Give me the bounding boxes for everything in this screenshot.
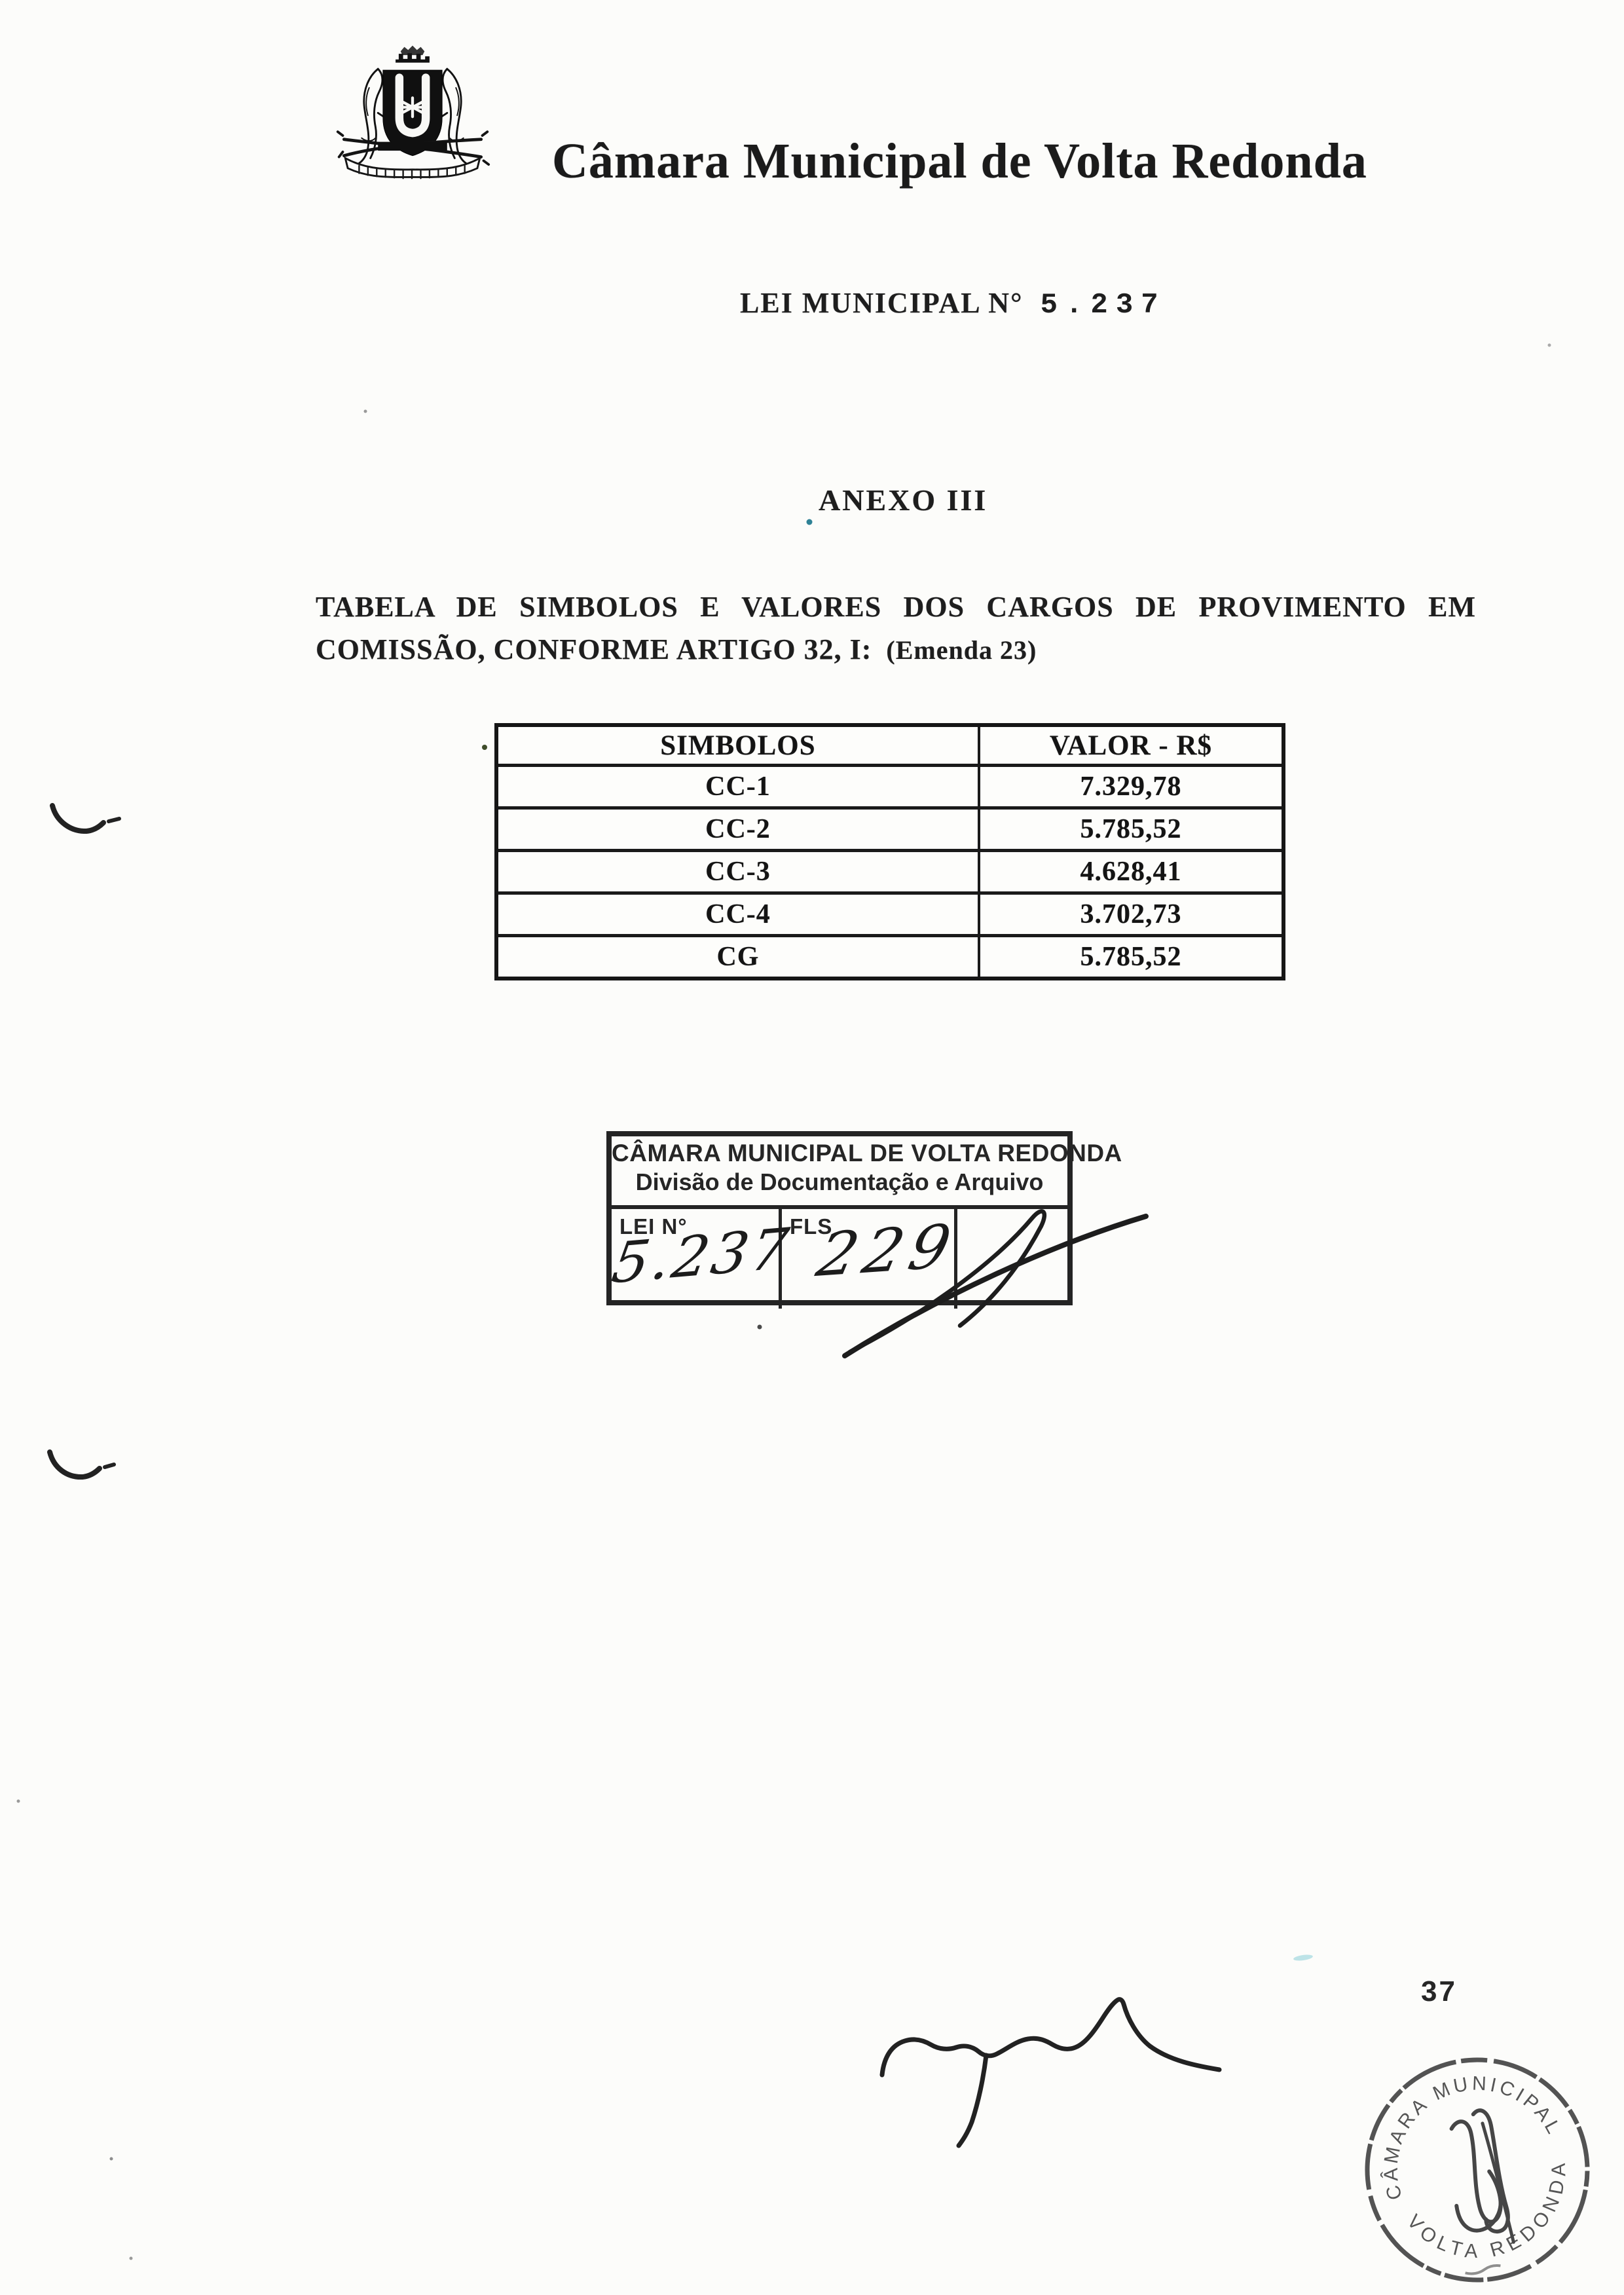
law-number: 5.237 <box>1040 289 1166 322</box>
crest-u-symbol <box>395 73 430 138</box>
table-row-symbol: CC-3 <box>498 849 978 891</box>
law-label: LEI MUNICIPAL N° <box>740 287 1024 319</box>
svg-text:CÂMARA MUNICIPAL: CÂMARA MUNICIPAL <box>1351 2043 1567 2205</box>
table-header-simbolos: SIMBOLOS <box>660 730 816 761</box>
signature-flourish <box>879 1997 1222 2148</box>
crest-base <box>378 141 447 151</box>
round-stamp-bottom-scribble <box>1465 2264 1501 2275</box>
table-row-symbol: CC-2 <box>498 806 978 849</box>
paragraph-line-2-text: COMISSÃO, CONFORME ARTIGO 32, I: <box>316 633 872 665</box>
table-row-value: 7.329,78 <box>977 764 1282 806</box>
scan-speck <box>757 1324 762 1330</box>
table-row-symbol: CC-4 <box>498 891 978 934</box>
paragraph-line-2: COMISSÃO, CONFORME ARTIGO 32, I: (Emenda… <box>316 633 1476 666</box>
stamp-lei-cell: LEI N° 5.237 <box>608 1209 796 1309</box>
stamp-lei-label: LEI N° <box>619 1214 688 1239</box>
emenda-note: (Emenda 23) <box>886 635 1037 665</box>
archive-stamp: CÂMARA MUNICIPAL DE VOLTA REDONDA Divisã… <box>606 1131 1122 1309</box>
scan-speck <box>109 2157 113 2161</box>
crest-ribbon-text <box>358 164 466 179</box>
scan-speck <box>1293 1954 1313 1961</box>
stamp-org-line: CÂMARA MUNICIPAL DE VOLTA REDONDA <box>612 1140 1122 1166</box>
crest-starburst <box>399 96 426 119</box>
svg-text:VOLTA REDONDA: VOLTA REDONDA <box>1400 2151 1596 2290</box>
table-row-value: 5.785,52 <box>977 806 1282 849</box>
table-header-valor: VALOR - R$ <box>977 727 1282 764</box>
scan-speck <box>1547 343 1551 347</box>
stamp-signature-cell <box>957 1209 1067 1309</box>
crest-crown <box>396 45 430 63</box>
handwritten-fls-number: 229 <box>811 1210 963 1291</box>
round-stamp-monogram <box>1449 2108 1515 2244</box>
annex-title: ANEXO III <box>819 483 988 517</box>
crest-ribbon <box>344 156 481 178</box>
round-stamp-bottom-text: VOLTA REDONDA <box>1400 2151 1596 2290</box>
scan-speck <box>363 409 367 413</box>
law-title-line: LEI MUNICIPAL N° 5.237 <box>740 286 1166 322</box>
table-row-symbol: CG <box>498 934 978 977</box>
archive-stamp-header: CÂMARA MUNICIPAL DE VOLTA REDONDA Divisã… <box>612 1140 1122 1209</box>
stamp-fls-label: FLS <box>790 1214 833 1239</box>
symbols-values-table: SIMBOLOS VALOR - R$ CC-1 7.329,78 CC-2 5… <box>494 723 1285 980</box>
round-stamp-top-text: CÂMARA MUNICIPAL <box>1351 2043 1567 2205</box>
stamp-division-line: Divisão de Documentação e Arquivo <box>635 1168 1044 1195</box>
coat-of-arms <box>336 45 490 179</box>
page-number: 37 <box>1421 1975 1457 2007</box>
scan-speck <box>16 1799 20 1803</box>
scan-speck <box>129 2256 133 2260</box>
round-stamp-border <box>1365 2057 1590 2283</box>
table-row-value: 3.702,73 <box>977 891 1282 934</box>
table-row-value: 5.785,52 <box>977 934 1282 977</box>
org-title: Câmara Municipal de Volta Redonda <box>552 134 1367 189</box>
table-row-symbol: CC-1 <box>498 764 978 806</box>
scan-speck <box>806 519 813 525</box>
archive-stamp-fields: LEI N° 5.237 FLS 229 <box>608 1209 1067 1309</box>
round-stamp: CÂMARA MUNICIPAL VOLTA REDONDA <box>1351 2043 1596 2290</box>
table-row-value: 4.628,41 <box>977 849 1282 891</box>
scan-speck <box>482 745 487 750</box>
stamp-fls-cell: FLS 229 <box>782 1209 963 1309</box>
paragraph-line-1: TABELA DE SIMBOLOS E VALORES DOS CARGOS … <box>316 591 1476 623</box>
intro-paragraph: TABELA DE SIMBOLOS E VALORES DOS CARGOS … <box>316 590 1476 666</box>
margin-pen-mark <box>47 803 121 1480</box>
